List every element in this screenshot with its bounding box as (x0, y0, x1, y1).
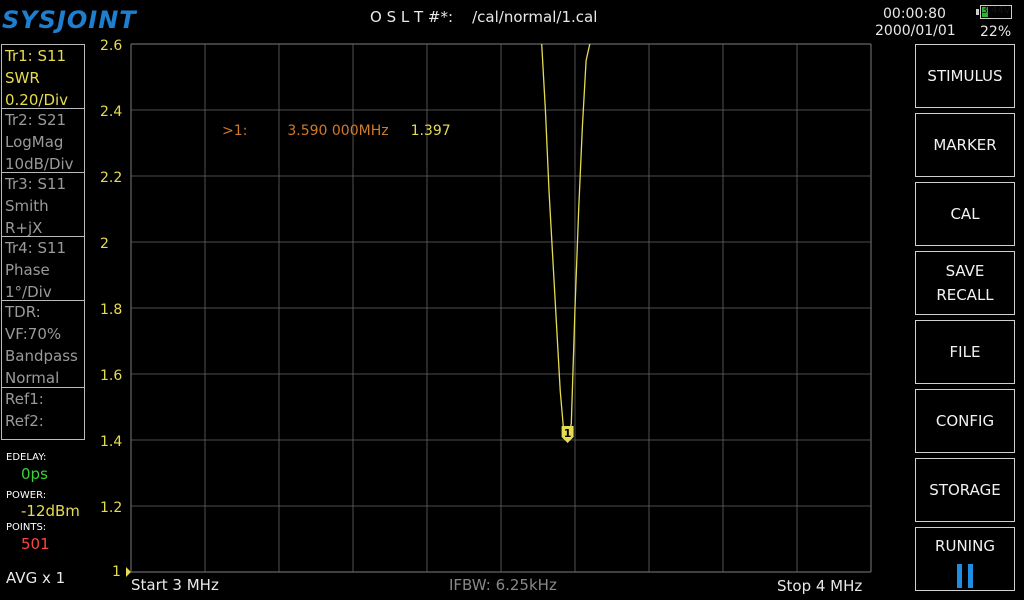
trace-2-header: Tr2: S21 (5, 111, 67, 129)
marker-1-number: 1 (564, 427, 572, 440)
clock-date: 2000/01/01 (875, 23, 956, 39)
pause-icon (955, 564, 975, 588)
battery-percent: 22% (980, 24, 1012, 40)
averaging-label[interactable]: AVG x 1 (6, 569, 66, 587)
save-recall-button[interactable]: SAVE RECALL (915, 251, 1015, 315)
storage-button[interactable]: STORAGE (915, 458, 1015, 522)
clock-time: 00:00:80 (883, 6, 946, 22)
trace-1-header: Tr1: S11 (5, 47, 67, 65)
trace-2-box[interactable]: Tr2: S21 LogMag 10dB/Div (1, 108, 85, 173)
sysjoint-logo: SYSJOINT (2, 6, 137, 34)
trace-4-box[interactable]: Tr4: S11 Phase 1°/Div (1, 236, 85, 301)
run-status-label: RUNING (935, 537, 995, 555)
y-tick-label: 2.4 (100, 104, 123, 120)
points-label: POINTS: (6, 522, 47, 533)
trace-3-header: Tr3: S11 (5, 175, 67, 193)
marker-1-flag (561, 425, 574, 443)
tdr-window: Normal (5, 369, 60, 387)
battery-voltage: 3.44V (981, 5, 1011, 16)
tdr-velocity-factor: VF:70% (5, 325, 62, 343)
trace-2-format: LogMag (5, 133, 64, 151)
y-tick-label: 1 (112, 564, 121, 580)
trace-1-format: SWR (5, 69, 40, 87)
marker-value: 1.397 (410, 123, 451, 139)
points-value[interactable]: 501 (21, 535, 50, 553)
marker-button[interactable]: MARKER (915, 113, 1015, 177)
file-button[interactable]: FILE (915, 320, 1015, 384)
tdr-mode: Bandpass (5, 347, 78, 365)
marker-label: >1: (222, 123, 248, 139)
trace-3-box[interactable]: Tr3: S11 Smith R+jX (1, 172, 85, 237)
trace-4-scale: 1°/Div (5, 283, 52, 301)
config-button[interactable]: CONFIG (915, 389, 1015, 453)
reference-level-arrow (126, 567, 131, 577)
edelay-label: EDELAY: (6, 452, 47, 463)
ref-1-label: Ref1: (5, 390, 44, 408)
reference-box[interactable]: Ref1: Ref2: (1, 387, 85, 440)
y-tick-label: 2.6 (100, 38, 123, 54)
ref-2-label: Ref2: (5, 412, 44, 430)
y-tick-label: 1.6 (100, 368, 123, 384)
stop-frequency[interactable]: Stop 4 MHz (777, 577, 863, 595)
trace-1-scale: 0.20/Div (5, 91, 69, 109)
trace-4-format: Phase (5, 261, 50, 279)
y-tick-label: 2 (100, 236, 109, 252)
calibration-status: O S L T #*: /cal/normal/1.cal (370, 8, 598, 26)
trace-2-scale: 10dB/Div (5, 155, 74, 173)
chart-grid (130, 43, 872, 573)
y-tick-label: 1.2 (100, 500, 123, 516)
edelay-value[interactable]: 0ps (21, 465, 48, 483)
trace-4-header: Tr4: S11 (5, 239, 67, 257)
run-pause-button[interactable]: RUNING (915, 527, 1015, 591)
marker-frequency: 3.590 000MHz (287, 123, 389, 139)
power-label: POWER: (6, 490, 47, 501)
stimulus-button[interactable]: STIMULUS (915, 44, 1015, 108)
trace-3-scale: R+jX (5, 219, 43, 237)
power-value[interactable]: -12dBm (21, 502, 80, 520)
trace-1-box[interactable]: Tr1: S11 SWR 0.20/Div (1, 44, 85, 109)
cal-button[interactable]: CAL (915, 182, 1015, 246)
marker-readout: >1: 3.590 000MHz 1.397 (222, 123, 451, 139)
start-frequency[interactable]: Start 3 MHz (131, 576, 219, 594)
y-tick-label: 1.8 (100, 302, 123, 318)
swr-trace (541, 43, 591, 443)
battery-icon: 3.44V (980, 5, 1012, 19)
trace-3-format: Smith (5, 197, 49, 215)
y-tick-label: 2.2 (100, 170, 123, 186)
battery-fill (982, 7, 989, 17)
battery-terminal (976, 9, 979, 15)
y-tick-label: 1.4 (100, 434, 123, 450)
marker-1: 1 (561, 425, 574, 443)
ifbw-label[interactable]: IFBW: 6.25kHz (449, 576, 557, 594)
tdr-header: TDR: (5, 303, 41, 321)
